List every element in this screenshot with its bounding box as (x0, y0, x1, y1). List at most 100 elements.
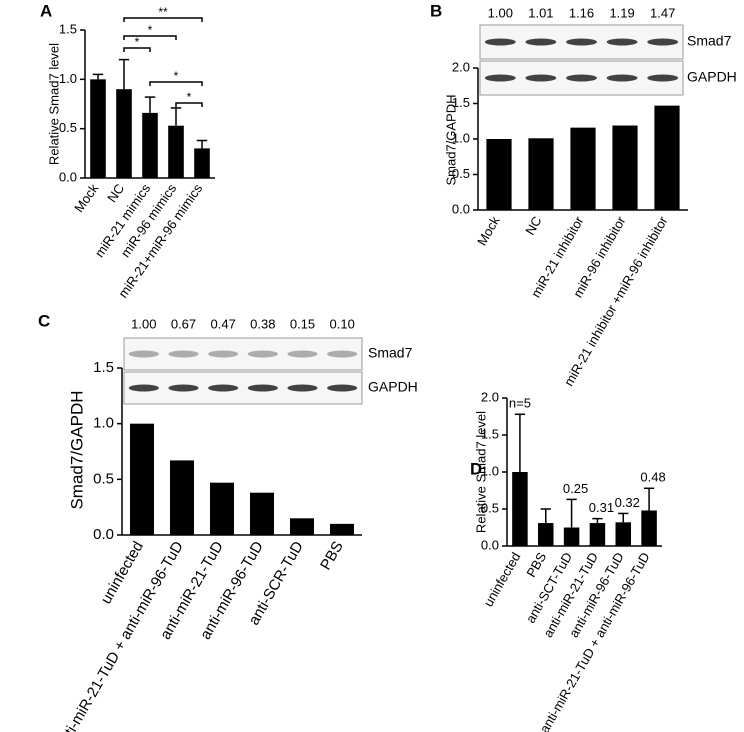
bar (528, 138, 554, 210)
panel-label: D (470, 459, 482, 478)
y-tick-label: 0.5 (481, 500, 499, 515)
y-tick-label: 0.0 (59, 169, 77, 184)
significance-bracket (175, 102, 203, 107)
y-tick-label: 2.0 (481, 389, 499, 404)
blot-band (606, 74, 638, 82)
blot-band (287, 350, 318, 358)
blot-band (484, 38, 516, 46)
blot-label: GAPDH (687, 69, 737, 85)
x-tick-label: NC (104, 181, 127, 205)
blot-label: Smad7 (687, 33, 732, 49)
bar (142, 112, 158, 178)
blot-band (208, 384, 239, 392)
bar (570, 127, 596, 210)
y-tick-label: 1.5 (481, 426, 499, 441)
blot-quantity: 1.47 (650, 5, 675, 20)
blot-band (327, 384, 358, 392)
bar (330, 523, 354, 535)
significance-bracket (123, 35, 177, 40)
value-label: 0.32 (615, 495, 640, 510)
blot-band (606, 38, 638, 46)
x-tick-label: PBS (523, 549, 549, 579)
panel-label: B (430, 1, 442, 20)
y-tick-label: 1.0 (59, 71, 77, 86)
blot-quantity: 1.00 (131, 316, 156, 331)
y-tick-label: 0.0 (93, 526, 114, 543)
x-tick-label: uninfected (481, 550, 524, 609)
bar (486, 139, 512, 210)
blot-band (208, 350, 239, 358)
blot-band (566, 74, 597, 82)
significance-bracket (123, 17, 203, 22)
blot-band (647, 74, 679, 82)
bar (194, 148, 210, 178)
y-tick-label: 1.0 (452, 130, 470, 145)
y-tick-label: 0.0 (481, 537, 499, 552)
blot-quantity: 1.01 (528, 5, 553, 20)
significance-label: * (135, 35, 140, 49)
blot-band (327, 350, 358, 358)
x-tick-label: PBS (317, 538, 347, 572)
blot-band (128, 384, 159, 392)
blot-quantity: 0.38 (250, 316, 275, 331)
y-axis-label: Smad7/GAPDH (443, 94, 458, 185)
y-axis-label: Relative Smad7 level (46, 43, 61, 165)
y-tick-label: 1.5 (93, 359, 114, 376)
bar (612, 125, 638, 210)
bar (563, 527, 580, 546)
x-tick-label: Mock (474, 213, 503, 248)
bar (589, 523, 606, 546)
y-tick-label: 2.0 (452, 59, 470, 74)
bar (168, 125, 184, 178)
y-tick-label: 0.5 (93, 470, 114, 487)
blot-band (168, 350, 199, 358)
blot-quantity: 1.19 (609, 5, 634, 20)
significance-bracket (123, 47, 151, 52)
bar (538, 523, 554, 546)
blot-band (287, 384, 318, 392)
blot-band (484, 74, 516, 82)
y-tick-label: 1.5 (452, 95, 470, 110)
blot-strip (123, 337, 363, 371)
bar (170, 460, 194, 535)
blot-quantity: 0.67 (171, 316, 196, 331)
blot-band (247, 384, 278, 392)
significance-label: * (187, 90, 192, 104)
blot-quantity: 0.47 (211, 316, 236, 331)
significance-label: * (148, 23, 153, 37)
blot-label: Smad7 (368, 345, 413, 361)
blot-band (647, 38, 679, 46)
significance-label: ** (158, 5, 168, 19)
blot-band (168, 384, 199, 392)
x-tick-label: Mock (71, 181, 101, 215)
bar (130, 423, 154, 535)
panel-label: A (40, 1, 52, 20)
blot-band (247, 350, 278, 358)
bar (290, 518, 314, 535)
blot-quantity: 1.16 (569, 5, 594, 20)
value-label: 0.31 (589, 500, 614, 515)
blot-quantity: 0.10 (330, 316, 355, 331)
blot-label: GAPDH (368, 379, 418, 395)
y-tick-label: 0.5 (452, 166, 470, 181)
x-tick-label: NC (522, 214, 544, 238)
annotation: n=5 (509, 396, 531, 411)
y-tick-label: 0.5 (59, 120, 77, 135)
y-tick-label: 0.0 (452, 201, 470, 216)
blot-quantity: 0.15 (290, 316, 315, 331)
y-tick-label: 1.0 (93, 415, 114, 432)
bar (210, 482, 234, 535)
blot-quantity: 1.00 (488, 5, 513, 20)
significance-label: * (174, 69, 179, 83)
blot-band (525, 38, 557, 46)
bar (654, 105, 680, 210)
bar (641, 510, 657, 546)
y-axis-label: Relative Smad7 level (473, 411, 488, 533)
bar (615, 522, 631, 546)
significance-bracket (149, 81, 203, 86)
panel-label: C (38, 311, 50, 330)
bar (250, 492, 274, 535)
y-tick-label: 1.5 (59, 21, 77, 36)
y-tick-label: 1.0 (481, 463, 499, 478)
